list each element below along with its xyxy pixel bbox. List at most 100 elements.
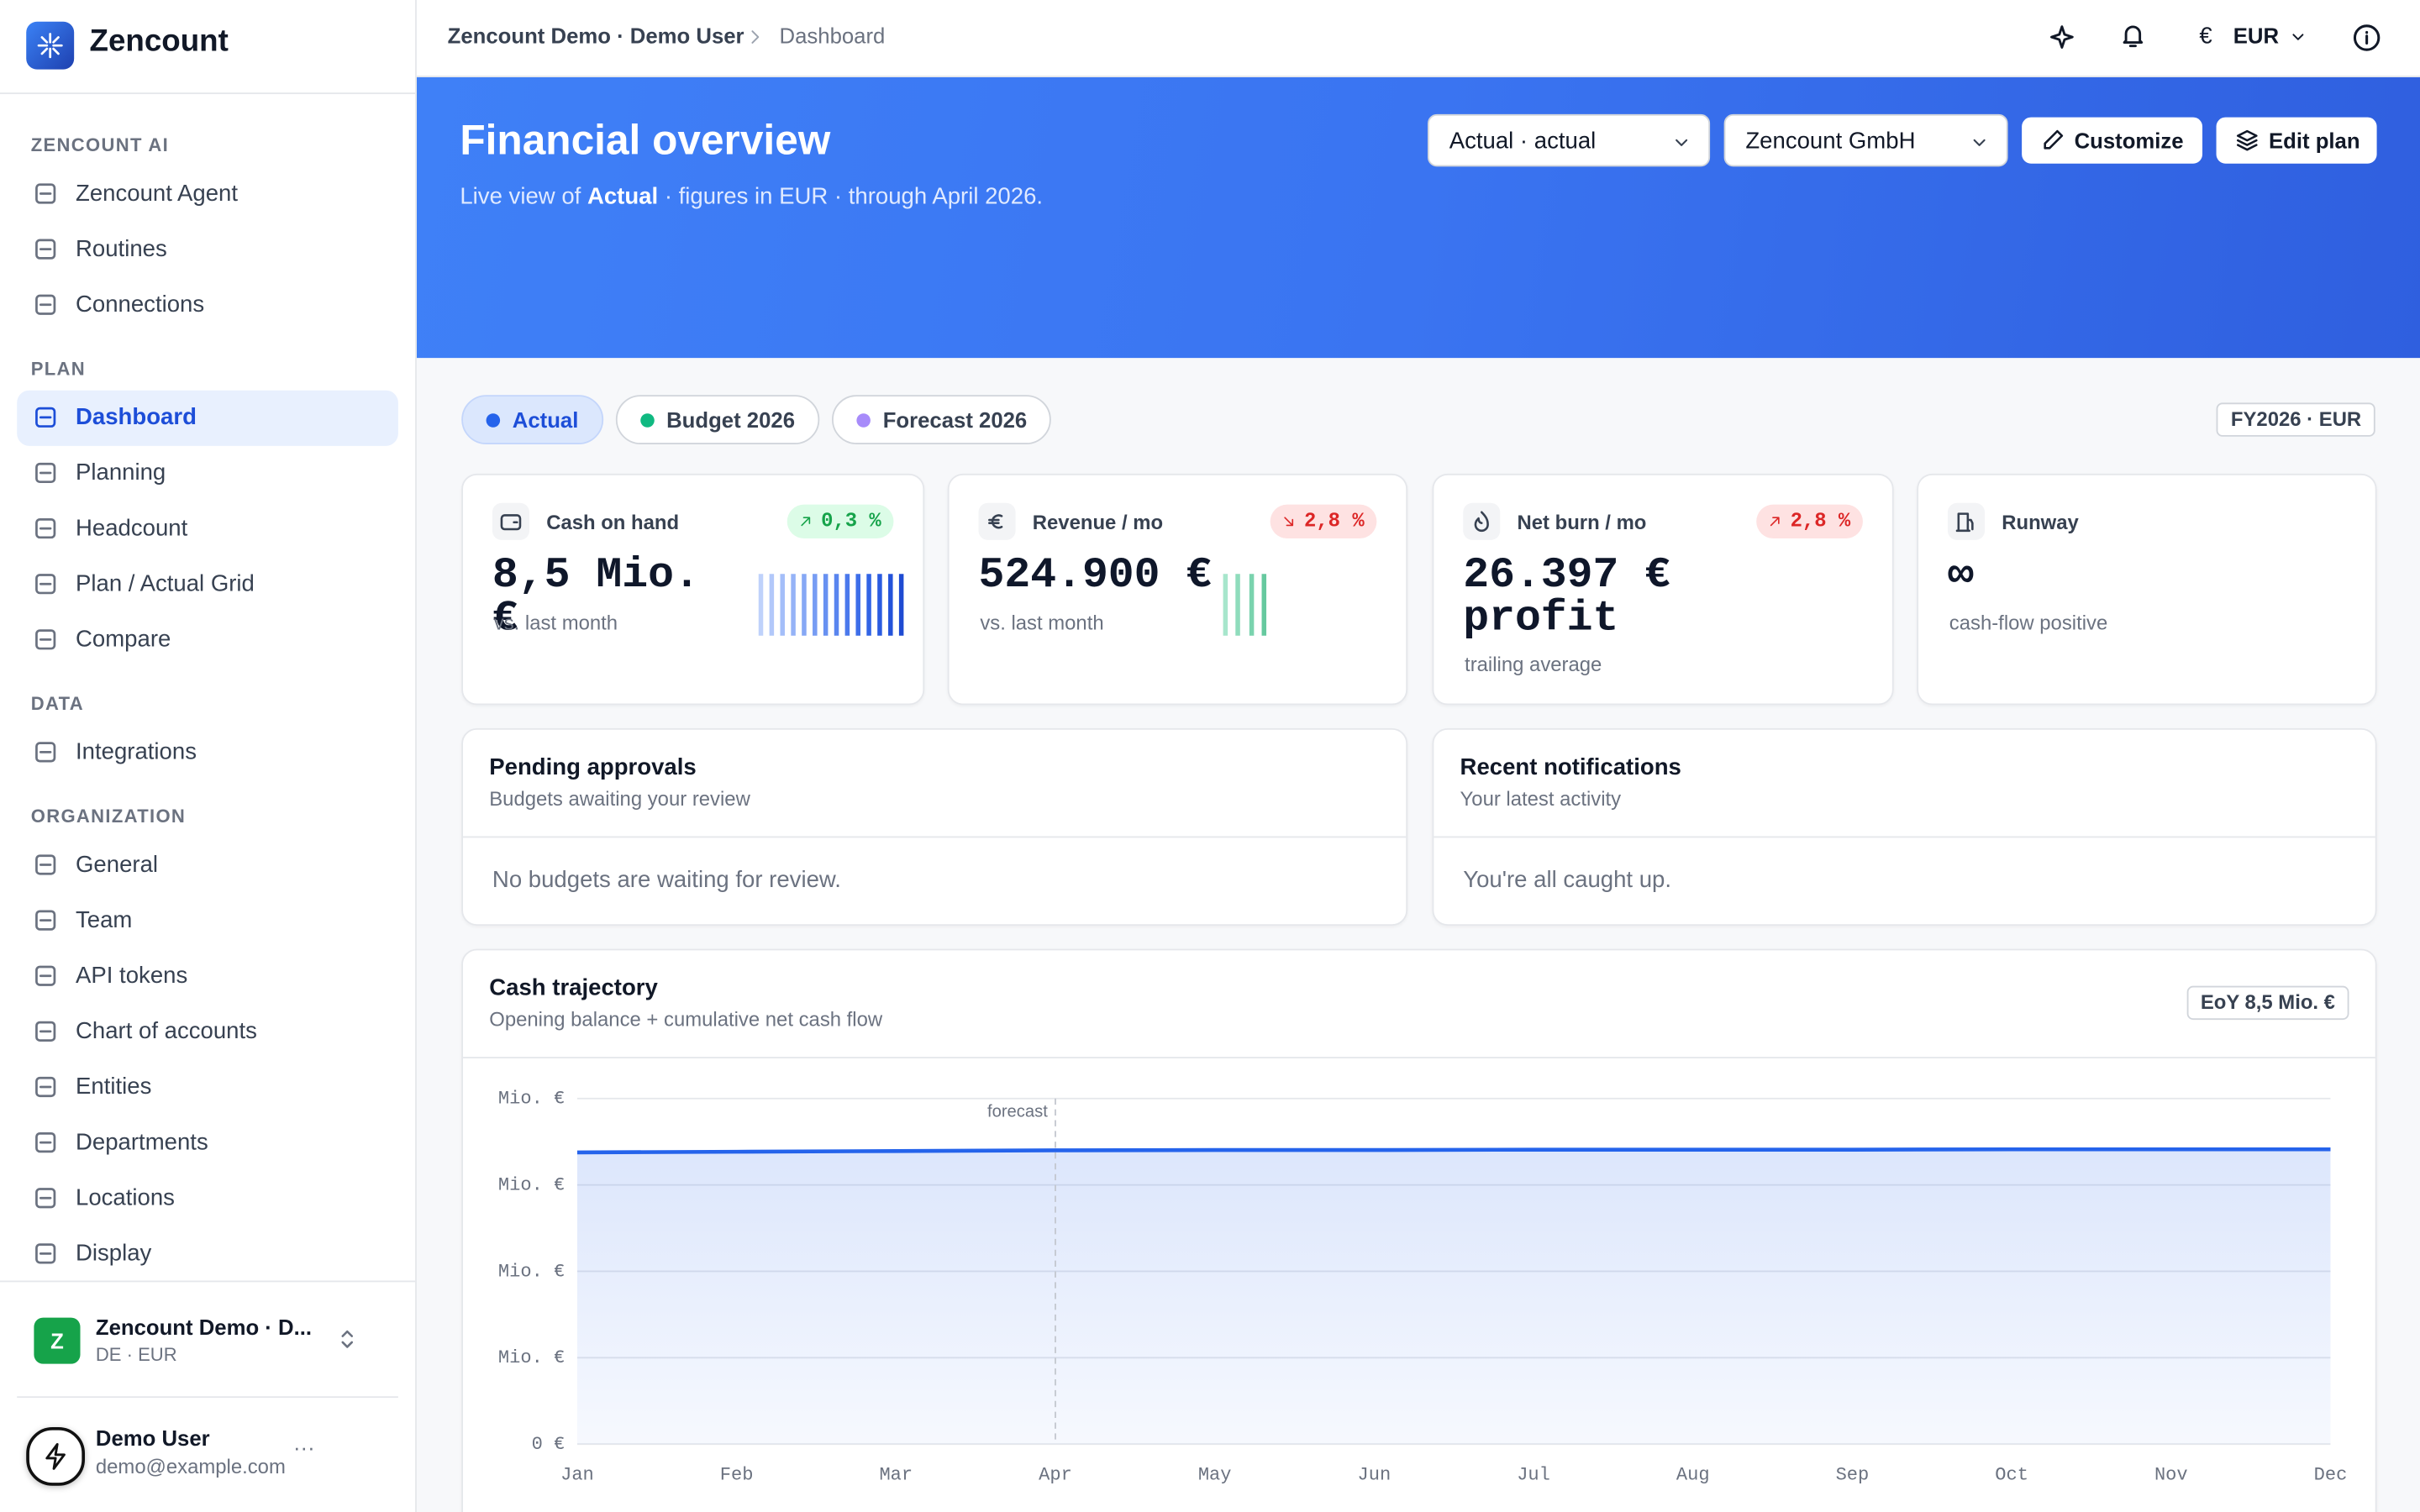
nav-item[interactable]: Entities <box>17 1060 398 1116</box>
currency-switcher[interactable]: € EUR <box>2199 20 2323 54</box>
divider <box>463 1057 2375 1059</box>
button[interactable]: Customize <box>2022 117 2203 164</box>
kpi-delta-value: 2,8 % <box>1304 509 1365 533</box>
forecast-label: forecast <box>987 1103 1048 1121</box>
kpi-card: Runway ∞ cash-flow positive <box>1917 473 2377 706</box>
panel: Recent notifications Your latest activity… <box>1432 727 2377 927</box>
icon <box>751 30 760 44</box>
area-fill <box>576 1149 2331 1445</box>
kpi-label: Runway <box>2002 510 2079 534</box>
icon <box>1284 517 1294 527</box>
nav-item-label: General <box>76 851 159 879</box>
icon <box>1676 139 1688 146</box>
icon <box>988 514 1003 529</box>
panel-empty: You're all caught up. <box>1463 867 1672 894</box>
nav-item[interactable]: Plan / Actual Grid <box>17 557 398 612</box>
org-switcher[interactable]: Z Zencount Demo · D... DE · EUR <box>17 1300 398 1381</box>
icon <box>1973 139 1986 146</box>
nav-item[interactable]: Integrations <box>17 725 398 780</box>
icon[interactable] <box>2048 24 2075 51</box>
y-tick-label: Mio. € <box>498 1261 565 1282</box>
kpi-note: cash-flow positive <box>1949 611 2108 634</box>
icon <box>2292 34 2304 40</box>
icon <box>35 407 56 428</box>
nav-item[interactable]: Planning <box>17 446 398 501</box>
icon <box>35 1076 56 1098</box>
panel-title: Pending approvals <box>489 754 697 781</box>
x-tick-label: Apr <box>1039 1465 1072 1486</box>
nav-item-label: Plan / Actual Grid <box>76 570 255 597</box>
kpi-label: Net burn / mo <box>1517 510 1647 534</box>
x-tick-label: Aug <box>1676 1465 1710 1486</box>
icon[interactable] <box>2119 22 2147 50</box>
subtitle-part: · figures in EUR · through April 2026. <box>658 183 1044 210</box>
nav-item[interactable]: Departments <box>17 1116 398 1171</box>
user-email: demo@example.com <box>95 1455 286 1478</box>
nav-item[interactable]: API tokens <box>17 949 398 1005</box>
x-tick-label: May <box>1198 1465 1232 1486</box>
user-menu[interactable]: ··· <box>292 1435 315 1460</box>
nav-item[interactable]: Routines <box>17 222 398 277</box>
nav-item[interactable]: Compare <box>17 612 398 668</box>
kpi-delta: 2,8 % <box>1756 504 1863 539</box>
org-name: Zencount Demo · D... <box>95 1314 313 1340</box>
icon <box>35 742 56 763</box>
icon <box>1955 512 1974 533</box>
icon <box>35 965 56 986</box>
nav-item[interactable]: Team <box>17 893 398 948</box>
nav-item-label: Entities <box>76 1074 152 1100</box>
nav-item-label: Zencount Agent <box>76 180 239 207</box>
nav-item[interactable]: Headcount <box>17 501 398 557</box>
kpi-delta-value: 2,8 % <box>1790 509 1851 533</box>
icon <box>45 1442 66 1470</box>
breadcrumb-item[interactable]: Zencount Demo · Demo User <box>447 23 744 48</box>
nav-item[interactable]: Dashboard <box>17 390 398 446</box>
kpi-note: vs. last month <box>980 611 1104 634</box>
tab-label: Actual <box>512 407 579 433</box>
x-tick-label: Dec <box>2314 1465 2348 1486</box>
x-tick-label: Nov <box>2154 1465 2188 1486</box>
icon <box>35 239 56 260</box>
y-tick-label: Mio. € <box>498 1174 565 1195</box>
nav-item[interactable]: Locations <box>17 1171 398 1226</box>
button[interactable]: Edit plan <box>2216 117 2377 164</box>
panel: Pending approvals Budgets awaiting your r… <box>461 727 1408 927</box>
scenario-tab[interactable]: Forecast 2026 <box>832 395 1052 444</box>
nav-item[interactable]: Chart of accounts <box>17 1005 398 1060</box>
nav-item[interactable]: Connections <box>17 278 398 333</box>
scenario-tab[interactable]: Budget 2026 <box>615 395 820 444</box>
icon <box>35 910 56 931</box>
chart-subtitle: Opening balance + cumulative net cash fl… <box>489 1007 883 1031</box>
kpi-note: vs. last month <box>493 611 618 634</box>
kpi-card: Revenue / mo 2,8 % 524.900 € vs. last month <box>947 473 1408 706</box>
kpi-value: 8,5 Mio. € <box>492 552 700 643</box>
revenue-sparkbars <box>1223 574 1267 636</box>
kpi-note: trailing average <box>1465 652 1602 676</box>
brand-logo <box>26 21 75 70</box>
kpi-label: Cash on hand <box>546 510 680 534</box>
select[interactable]: Zencount GmbH <box>1723 113 2008 167</box>
nav-section-label: DATA <box>30 692 84 715</box>
panel-subtitle: Your latest activity <box>1460 786 1622 811</box>
icon <box>35 1132 56 1153</box>
nav-item-label: API tokens <box>76 963 188 990</box>
icon <box>35 1021 56 1042</box>
nav-item[interactable]: Display <box>17 1226 398 1282</box>
icon <box>1474 511 1489 533</box>
icon[interactable] <box>2352 24 2381 53</box>
divider <box>0 92 416 95</box>
nav-item[interactable]: Zencount Agent <box>17 166 398 222</box>
button-label: Edit plan <box>2269 128 2360 153</box>
icon <box>35 574 56 595</box>
tab-label: Forecast 2026 <box>882 407 1028 433</box>
y-tick-label: 0 € <box>532 1434 566 1455</box>
kpi-delta-value: 0,3 % <box>821 509 881 533</box>
nav-item[interactable]: General <box>17 837 398 893</box>
nav-item-label: Routines <box>76 236 167 263</box>
select[interactable]: Actual · actual <box>1427 113 1711 167</box>
scenario-tabs: Actual Budget 2026 Forecast 2026 <box>461 395 1052 444</box>
select-value: Actual · actual <box>1449 127 1597 154</box>
line <box>576 1147 2331 1155</box>
scenario-tab[interactable]: Actual <box>461 395 603 444</box>
chart-title: Cash trajectory <box>489 974 658 1002</box>
